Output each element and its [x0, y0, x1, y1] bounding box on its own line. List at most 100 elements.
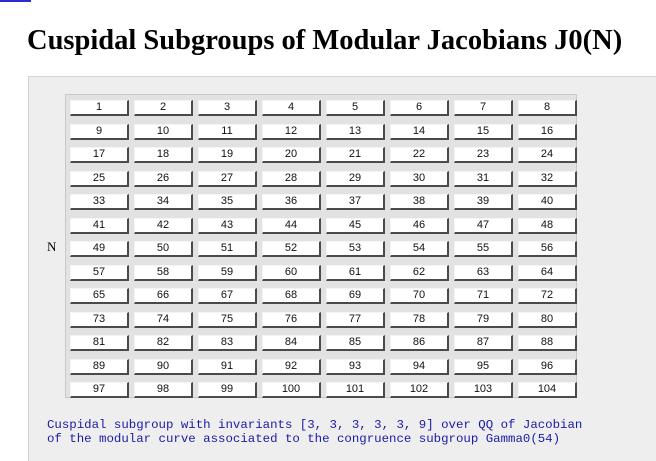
n-button-70[interactable]: 70 [390, 288, 449, 304]
n-button-97[interactable]: 97 [70, 382, 129, 398]
n-button-18[interactable]: 18 [134, 147, 193, 163]
n-button-31[interactable]: 31 [454, 171, 513, 187]
n-button-8[interactable]: 8 [518, 100, 577, 116]
n-button-102[interactable]: 102 [390, 382, 449, 398]
n-button-28[interactable]: 28 [262, 171, 321, 187]
n-button-82[interactable]: 82 [134, 335, 193, 351]
n-button-49[interactable]: 49 [70, 241, 129, 257]
n-button-101[interactable]: 101 [326, 382, 385, 398]
n-button-32[interactable]: 32 [518, 171, 577, 187]
n-button-95[interactable]: 95 [454, 359, 513, 375]
n-button-6[interactable]: 6 [390, 100, 449, 116]
n-button-22[interactable]: 22 [390, 147, 449, 163]
n-button-30[interactable]: 30 [390, 171, 449, 187]
n-button-12[interactable]: 12 [262, 124, 321, 140]
n-button-54[interactable]: 54 [390, 241, 449, 257]
n-button-41[interactable]: 41 [70, 218, 129, 234]
n-button-100[interactable]: 100 [262, 382, 321, 398]
n-button-10[interactable]: 10 [134, 124, 193, 140]
n-button-48[interactable]: 48 [518, 218, 577, 234]
n-button-40[interactable]: 40 [518, 194, 577, 210]
n-button-67[interactable]: 67 [198, 288, 257, 304]
n-button-43[interactable]: 43 [198, 218, 257, 234]
n-button-25[interactable]: 25 [70, 171, 129, 187]
n-button-52[interactable]: 52 [262, 241, 321, 257]
n-button-80[interactable]: 80 [518, 312, 577, 328]
n-button-56[interactable]: 56 [518, 241, 577, 257]
n-button-1[interactable]: 1 [70, 100, 129, 116]
n-button-66[interactable]: 66 [134, 288, 193, 304]
n-button-83[interactable]: 83 [198, 335, 257, 351]
n-button-35[interactable]: 35 [198, 194, 257, 210]
n-button-89[interactable]: 89 [70, 359, 129, 375]
n-button-94[interactable]: 94 [390, 359, 449, 375]
n-button-47[interactable]: 47 [454, 218, 513, 234]
n-button-20[interactable]: 20 [262, 147, 321, 163]
n-button-65[interactable]: 65 [70, 288, 129, 304]
n-button-29[interactable]: 29 [326, 171, 385, 187]
n-button-64[interactable]: 64 [518, 265, 577, 281]
n-button-33[interactable]: 33 [70, 194, 129, 210]
n-button-91[interactable]: 91 [198, 359, 257, 375]
n-button-15[interactable]: 15 [454, 124, 513, 140]
n-button-5[interactable]: 5 [326, 100, 385, 116]
n-button-68[interactable]: 68 [262, 288, 321, 304]
n-button-75[interactable]: 75 [198, 312, 257, 328]
n-button-7[interactable]: 7 [454, 100, 513, 116]
n-button-58[interactable]: 58 [134, 265, 193, 281]
n-button-78[interactable]: 78 [390, 312, 449, 328]
n-button-87[interactable]: 87 [454, 335, 513, 351]
n-button-14[interactable]: 14 [390, 124, 449, 140]
n-button-72[interactable]: 72 [518, 288, 577, 304]
n-button-51[interactable]: 51 [198, 241, 257, 257]
n-button-39[interactable]: 39 [454, 194, 513, 210]
n-button-50[interactable]: 50 [134, 241, 193, 257]
n-button-53[interactable]: 53 [326, 241, 385, 257]
n-button-45[interactable]: 45 [326, 218, 385, 234]
n-button-42[interactable]: 42 [134, 218, 193, 234]
n-button-27[interactable]: 27 [198, 171, 257, 187]
n-button-93[interactable]: 93 [326, 359, 385, 375]
n-button-57[interactable]: 57 [70, 265, 129, 281]
n-button-61[interactable]: 61 [326, 265, 385, 281]
n-button-19[interactable]: 19 [198, 147, 257, 163]
n-button-2[interactable]: 2 [134, 100, 193, 116]
n-button-88[interactable]: 88 [518, 335, 577, 351]
n-button-69[interactable]: 69 [326, 288, 385, 304]
n-button-77[interactable]: 77 [326, 312, 385, 328]
n-button-99[interactable]: 99 [198, 382, 257, 398]
n-button-23[interactable]: 23 [454, 147, 513, 163]
n-button-90[interactable]: 90 [134, 359, 193, 375]
n-button-81[interactable]: 81 [70, 335, 129, 351]
n-button-34[interactable]: 34 [134, 194, 193, 210]
n-button-59[interactable]: 59 [198, 265, 257, 281]
n-button-86[interactable]: 86 [390, 335, 449, 351]
n-button-17[interactable]: 17 [70, 147, 129, 163]
n-button-71[interactable]: 71 [454, 288, 513, 304]
n-button-73[interactable]: 73 [70, 312, 129, 328]
n-button-21[interactable]: 21 [326, 147, 385, 163]
n-button-85[interactable]: 85 [326, 335, 385, 351]
n-button-38[interactable]: 38 [390, 194, 449, 210]
n-button-92[interactable]: 92 [262, 359, 321, 375]
n-button-60[interactable]: 60 [262, 265, 321, 281]
n-button-98[interactable]: 98 [134, 382, 193, 398]
n-button-63[interactable]: 63 [454, 265, 513, 281]
n-button-26[interactable]: 26 [134, 171, 193, 187]
n-button-55[interactable]: 55 [454, 241, 513, 257]
n-button-74[interactable]: 74 [134, 312, 193, 328]
n-button-44[interactable]: 44 [262, 218, 321, 234]
n-button-62[interactable]: 62 [390, 265, 449, 281]
n-button-11[interactable]: 11 [198, 124, 257, 140]
n-button-103[interactable]: 103 [454, 382, 513, 398]
n-button-46[interactable]: 46 [390, 218, 449, 234]
n-button-13[interactable]: 13 [326, 124, 385, 140]
n-button-37[interactable]: 37 [326, 194, 385, 210]
n-button-3[interactable]: 3 [198, 100, 257, 116]
n-button-4[interactable]: 4 [262, 100, 321, 116]
n-button-104[interactable]: 104 [518, 382, 577, 398]
n-button-84[interactable]: 84 [262, 335, 321, 351]
n-button-96[interactable]: 96 [518, 359, 577, 375]
n-button-76[interactable]: 76 [262, 312, 321, 328]
n-button-9[interactable]: 9 [70, 124, 129, 140]
